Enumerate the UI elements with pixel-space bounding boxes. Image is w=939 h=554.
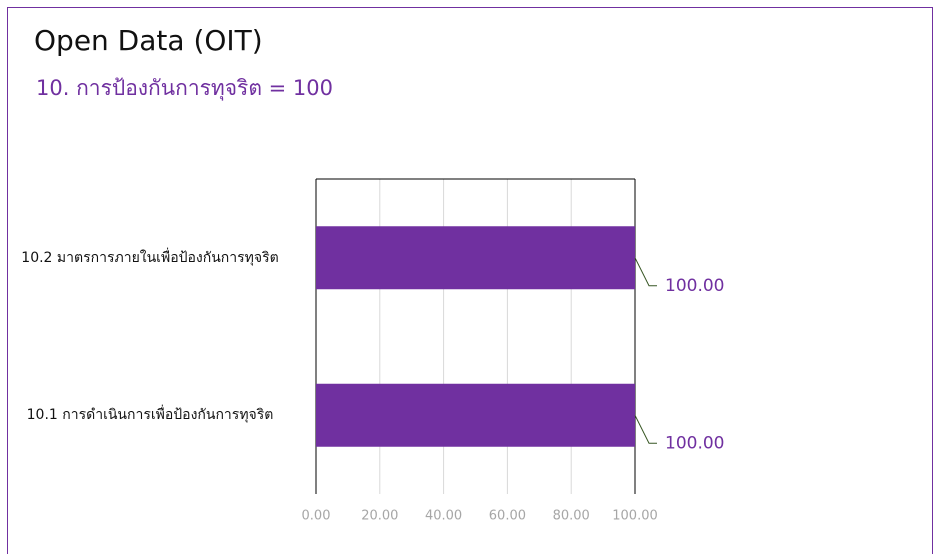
x-tick-label: 20.00 <box>361 509 398 524</box>
x-tick-label: 100.00 <box>612 509 658 524</box>
leader-line <box>634 257 657 287</box>
data-label: 100.00 <box>665 276 724 296</box>
bar <box>316 383 635 447</box>
leader-line <box>634 415 657 444</box>
y-tick-label: 10.1 การดำเนินการเพื่อป้องกันการทุจริต <box>26 407 274 424</box>
frame <box>7 7 933 554</box>
bar <box>316 226 635 290</box>
y-tick-label: 10.2 มาตรการภายในเพื่อป้องกันการทุจริต <box>21 249 279 266</box>
chart-title: Open Data (OIT) <box>34 24 263 57</box>
x-tick-label: 60.00 <box>489 509 526 524</box>
chart-subtitle: 10. การป้องกันการทุจริต = 100 <box>36 76 334 100</box>
x-tick-label: 40.00 <box>425 509 462 524</box>
x-tick-label: 0.00 <box>302 509 331 524</box>
x-tick-label: 80.00 <box>553 509 590 524</box>
data-label: 100.00 <box>665 433 724 453</box>
